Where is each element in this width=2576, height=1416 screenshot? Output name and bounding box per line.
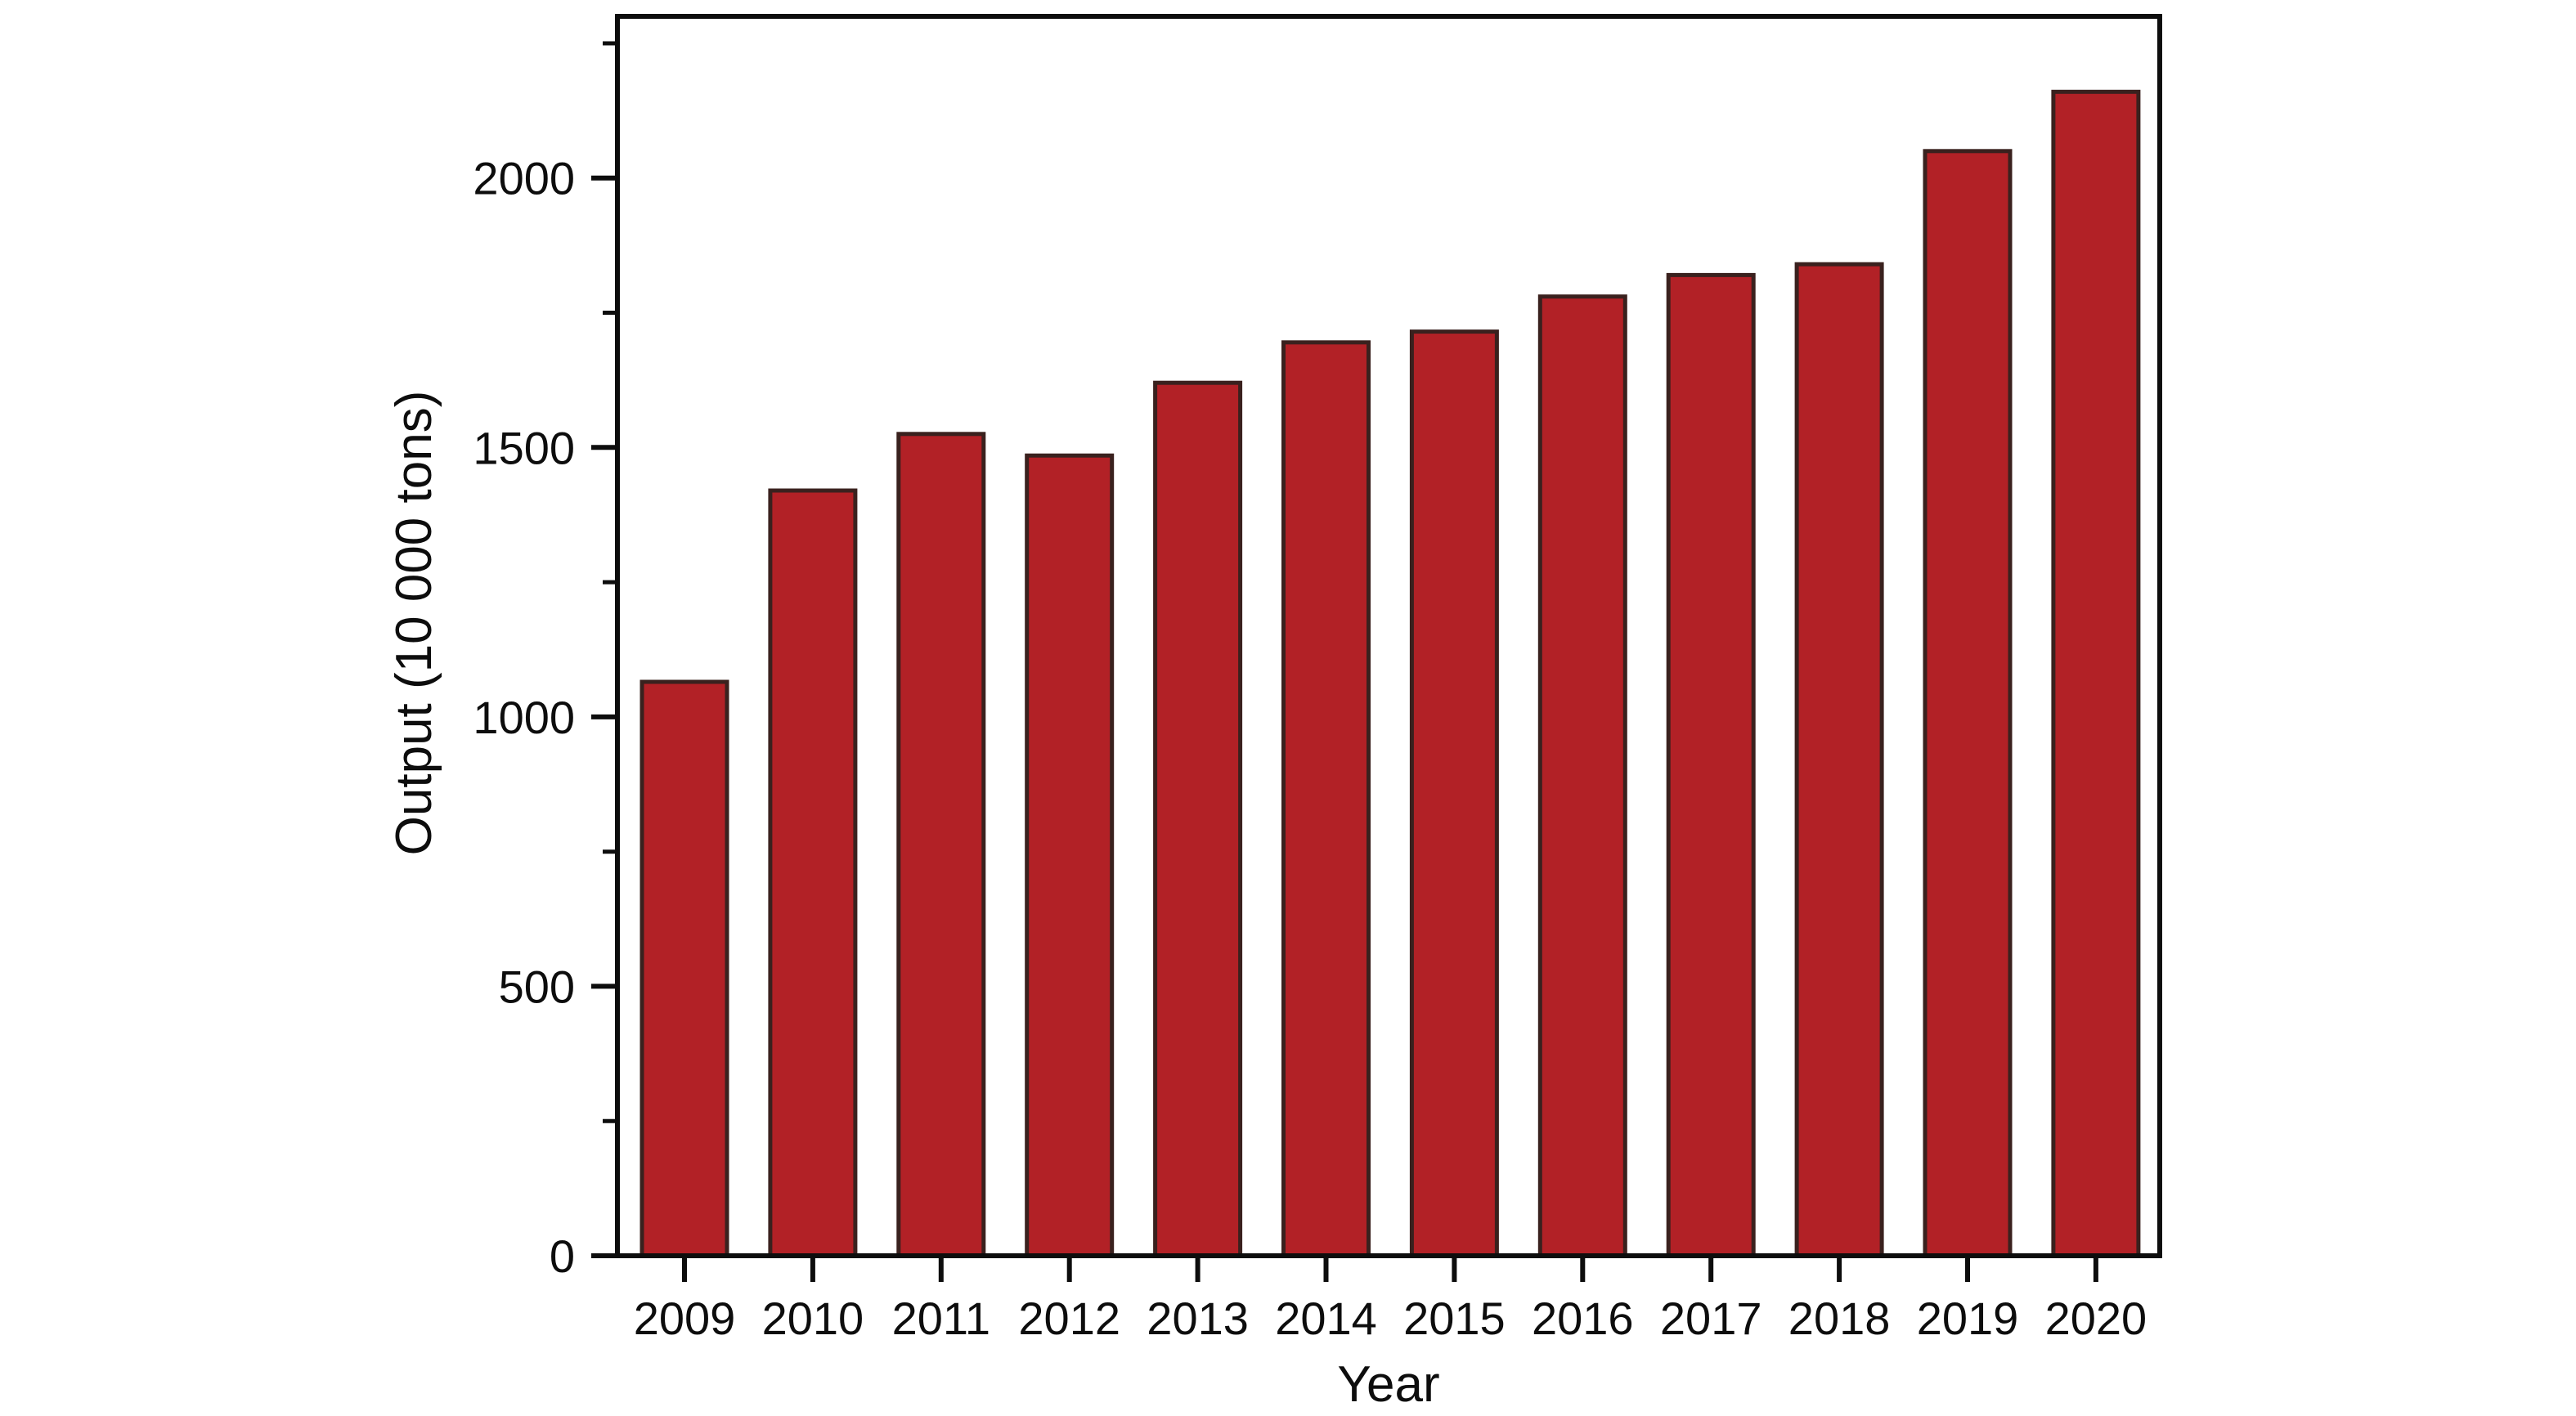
y-axis-major-ticks [591, 175, 617, 1258]
bars-group [640, 89, 2141, 1258]
x-tick-label-2015: 2015 [1403, 1293, 1506, 1344]
x-tick-label-2011: 2011 [892, 1293, 990, 1344]
x-tick-label-2018: 2018 [1788, 1293, 1891, 1344]
x-tick-label-2019: 2019 [1917, 1293, 2019, 1344]
bar-2018 [1794, 262, 1884, 1258]
bar-2009 [640, 679, 729, 1258]
y-tick-label-0: 0 [550, 1230, 575, 1282]
y-tick-label-2000: 2000 [473, 153, 575, 204]
x-tick-label-2009: 2009 [634, 1293, 736, 1344]
plot-frame [615, 14, 2162, 1258]
bar-2010 [768, 488, 858, 1258]
bar-2013 [1153, 380, 1243, 1258]
bar-2017 [1666, 272, 1756, 1258]
x-tick-label-2010: 2010 [762, 1293, 864, 1344]
y-axis-title: Output (10 000 tons) [386, 391, 442, 856]
bar-2014 [1281, 340, 1371, 1258]
y-axis-tick-labels: 0 500 1000 1500 2000 [473, 153, 575, 1282]
x-axis-title: Year [1337, 1356, 1439, 1413]
bar-2012 [1025, 453, 1115, 1258]
bar-2020 [2051, 89, 2141, 1258]
bar-2011 [896, 432, 986, 1258]
y-tick-label-1000: 1000 [473, 692, 575, 743]
x-axis-tick-labels: 2009 2010 2011 2012 2013 2014 2015 2016 2017 2018… [634, 1293, 2147, 1344]
bar-2016 [1537, 294, 1627, 1258]
x-tick-label-2013: 2013 [1147, 1293, 1249, 1344]
bar-2015 [1409, 329, 1499, 1258]
x-tick-label-2016: 2016 [1532, 1293, 1634, 1344]
bar-2019 [1923, 149, 2013, 1258]
y-tick-label-500: 500 [499, 961, 575, 1012]
x-axis-ticks [682, 1256, 2098, 1282]
y-tick-label-1500: 1500 [473, 422, 575, 473]
x-tick-label-2020: 2020 [2045, 1293, 2147, 1344]
x-tick-label-2017: 2017 [1660, 1293, 1762, 1344]
x-tick-label-2012: 2012 [1018, 1293, 1120, 1344]
x-tick-label-2014: 2014 [1275, 1293, 1377, 1344]
